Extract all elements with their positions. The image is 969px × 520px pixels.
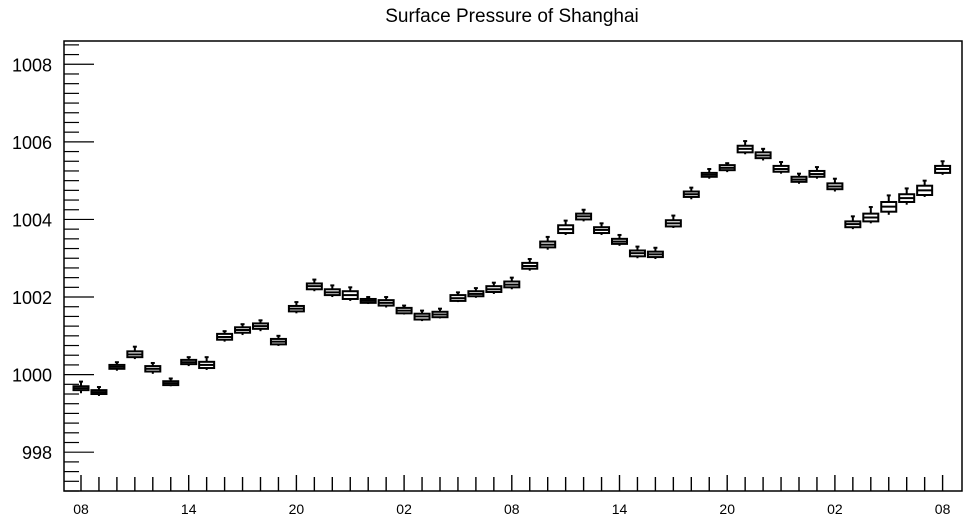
box-mark bbox=[521, 258, 539, 271]
x-tick-label: 02 bbox=[396, 501, 412, 517]
x-tick-label: 20 bbox=[719, 501, 735, 517]
box-mark bbox=[736, 140, 754, 155]
x-tick-label: 14 bbox=[181, 501, 197, 517]
box-mark bbox=[467, 287, 485, 298]
box-mark bbox=[700, 168, 718, 179]
x-tick-label: 08 bbox=[73, 501, 89, 517]
box-mark bbox=[90, 386, 108, 396]
y-tick-label: 998 bbox=[22, 443, 52, 463]
box-mark bbox=[431, 307, 449, 319]
box-mark bbox=[234, 323, 252, 336]
box-mark bbox=[287, 301, 305, 314]
box-mark bbox=[108, 361, 126, 371]
box-mark bbox=[808, 166, 826, 179]
y-tick-label: 1008 bbox=[12, 55, 52, 75]
box-mark bbox=[180, 356, 198, 367]
x-tick-label: 08 bbox=[935, 501, 951, 517]
y-axis: 998 1000 1002 1004 1006 1008 bbox=[12, 44, 94, 492]
box-mark bbox=[916, 179, 934, 197]
chart-title: Surface Pressure of Shanghai bbox=[385, 6, 639, 27]
y-tick-label: 1006 bbox=[12, 133, 52, 153]
box-mark bbox=[664, 214, 682, 228]
plot-frame bbox=[63, 40, 963, 492]
y-tick-label: 1004 bbox=[12, 210, 52, 230]
box-mark bbox=[772, 161, 790, 174]
box-mark bbox=[252, 319, 269, 332]
y-tick-label: 1000 bbox=[12, 366, 52, 386]
box-mark bbox=[359, 296, 377, 305]
box-mark bbox=[395, 304, 413, 315]
box-mark bbox=[934, 160, 952, 175]
x-axis: 08 14 20 02 08 14 20 02 08 bbox=[73, 475, 951, 517]
box-mark bbox=[341, 286, 359, 301]
box-mark bbox=[862, 206, 880, 224]
x-tick-label: 02 bbox=[827, 501, 843, 517]
box-mark bbox=[126, 345, 144, 360]
box-mark bbox=[611, 233, 628, 246]
box-mark bbox=[557, 219, 575, 235]
box-mark bbox=[718, 162, 736, 173]
box-mark bbox=[413, 309, 431, 322]
box-mark bbox=[898, 187, 916, 205]
box-mark bbox=[754, 147, 772, 161]
box-mark bbox=[628, 245, 646, 259]
y-tick-label: 1002 bbox=[12, 288, 52, 308]
box-mark bbox=[682, 186, 700, 200]
box-mark bbox=[305, 278, 323, 292]
box-mark bbox=[485, 281, 503, 294]
box-mark bbox=[539, 235, 557, 250]
box-mark bbox=[377, 296, 395, 308]
box-mark bbox=[646, 246, 664, 260]
box-mark bbox=[144, 361, 162, 374]
box-mark bbox=[593, 222, 611, 235]
box-mark bbox=[503, 276, 521, 290]
box-mark bbox=[880, 194, 898, 215]
box-mark bbox=[449, 291, 467, 303]
x-tick-label: 14 bbox=[612, 501, 628, 517]
box-mark bbox=[575, 208, 593, 222]
box-series bbox=[72, 140, 952, 396]
box-mark bbox=[198, 356, 216, 370]
box-mark bbox=[790, 172, 808, 184]
box-mark bbox=[216, 330, 234, 342]
box-mark bbox=[844, 215, 862, 230]
box-mark bbox=[826, 177, 844, 192]
x-tick-label: 20 bbox=[289, 501, 305, 517]
box-mark bbox=[162, 377, 180, 387]
x-tick-label: 08 bbox=[504, 501, 520, 517]
box-mark bbox=[323, 284, 341, 298]
box-mark bbox=[269, 334, 287, 346]
box-mark bbox=[72, 380, 90, 394]
